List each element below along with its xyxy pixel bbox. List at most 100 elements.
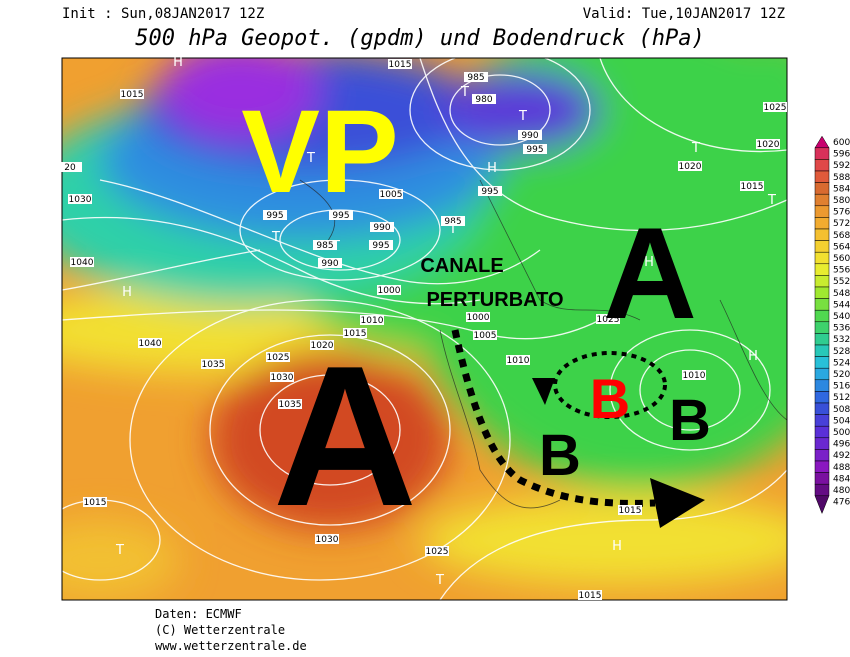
colorbar-swatch [814,182,830,195]
isobar-label: 985 [467,73,484,83]
isobar-label-box [596,314,620,324]
colorbar-swatch [814,483,830,497]
pressure-center: H [487,161,497,176]
colorbar-label: 488 [833,463,850,473]
isobar-label: 1030 [69,195,92,205]
isobar-label: 1025 [764,103,787,113]
colorbar-swatch [814,217,830,230]
colorbar-swatch [814,414,830,427]
high-annotation: A [273,325,417,548]
isobar-label-box [310,340,334,350]
isobar-label-box [263,210,287,220]
isobar-label: 1030 [271,373,294,383]
colorbar-label: 596 [833,150,850,160]
colorbar-label: 544 [833,300,850,310]
colorbar-label: 584 [833,184,850,194]
isobar-label-box [478,186,502,196]
colorbar-swatch [814,170,830,183]
colorbar-label: 572 [833,219,850,229]
colorbar-label: 588 [833,173,850,183]
colorbar-swatch [814,240,830,253]
colorbar-label: 532 [833,335,850,345]
colorbar-swatch [814,425,830,439]
isobar-label-box [318,258,342,268]
isobar-label-box [377,285,401,295]
isobar-label-box [120,89,144,99]
colorbar-swatch [814,367,830,381]
isobar-label: 1015 [389,60,412,70]
isobar-label: 1015 [741,182,764,192]
low-annotation-red: B [590,367,630,430]
channel-annotation: CANALE [420,255,503,277]
pressure-center: T [691,141,700,156]
isobar-label-box [369,240,393,250]
isobar-label: 985 [316,241,333,251]
colorbar-label: 564 [833,242,850,252]
isobar-label: 1000 [467,313,490,323]
isobar-label: 990 [321,259,338,269]
pressure-center: T [435,573,444,588]
colorbar-label: 592 [833,161,850,171]
isobar-label-box [682,370,706,380]
isobar-label-box [58,162,82,172]
colorbar-label: 556 [833,266,850,276]
colorbar-label: 540 [833,312,850,322]
colorbar-label: 548 [833,289,850,299]
isobar-label-box [70,257,94,267]
isobar-label-box [329,210,353,220]
isobar-label: 995 [332,211,349,221]
low-annotation: B [539,423,581,488]
isobar-label-box [138,338,162,348]
pressure-center: T [115,543,124,558]
colorbar-label: 492 [833,451,850,461]
isobar-label: 1010 [507,356,530,366]
isobar-label-box [270,372,294,382]
colorbar-label: 580 [833,196,850,206]
isobar-label-box [360,315,384,325]
isobar-label: 995 [266,211,283,221]
pressure-center: T [271,230,280,245]
pressure-center: H [173,55,183,70]
colorbar-swatch [814,402,830,415]
isobar-label-box [315,534,339,544]
colorbar-swatch [814,321,830,334]
colorbar-swatch [814,391,830,404]
colorbar-label: 600 [833,138,850,148]
isobar-label: 1010 [683,371,706,381]
colorbar-label: 536 [833,324,850,334]
colorbar-label: 528 [833,347,850,357]
isobar-label: 1015 [579,591,602,601]
isobar-label: 1015 [121,90,144,100]
isobar-label: 995 [526,145,543,155]
colorbar-swatch [814,449,830,462]
colorbar-swatch [814,379,830,392]
isobar-label-box [506,355,530,365]
isobar-label-box [266,352,290,362]
isobar-label: 1000 [378,286,401,296]
isobar-label: 1035 [202,360,225,370]
colorbar-label: 520 [833,370,850,380]
isobar-label: 1030 [316,535,339,545]
isobar-label: 1035 [279,400,302,410]
isobar-label: 990 [373,223,390,233]
colorbar-swatch [814,344,830,357]
high-annotation: A [603,200,697,346]
colorbar-swatch [814,495,830,515]
isobar-label: 1015 [344,329,367,339]
colorbar-label: 552 [833,277,850,287]
isobar-label-box [83,497,107,507]
isobar-label: 1040 [71,258,94,268]
isobar-label: 990 [521,131,538,141]
init-time: Init : Sun,08JAN2017 12Z [62,6,264,22]
isobar-label-box [473,330,497,340]
isobar-label-box [441,216,465,226]
pressure-center: T [263,147,272,162]
isobar-label-box [201,359,225,369]
isobar-label-box [472,94,496,104]
isobar-label-box [425,546,449,556]
colorbar-swatch [814,135,830,149]
colorbar-swatch [814,275,830,288]
pressure-center: T [448,222,457,237]
pressure-center: H [122,285,132,300]
isobar-label-box [370,222,394,232]
